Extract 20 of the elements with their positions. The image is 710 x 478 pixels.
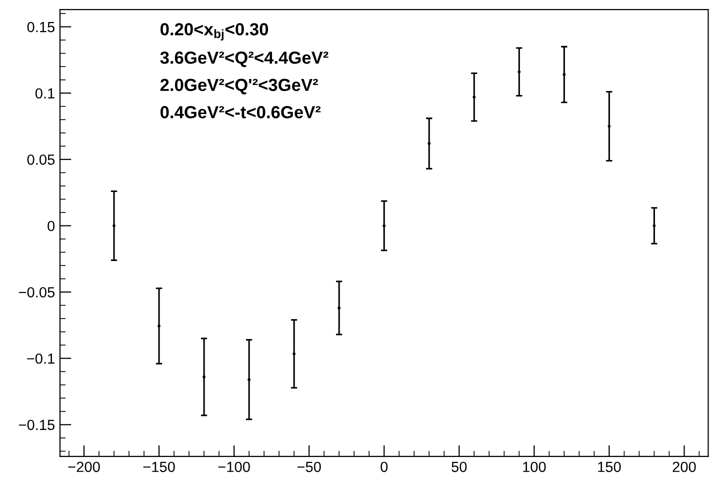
annotation: 3.6GeV²<Q²<4.4GeV² — [160, 52, 328, 68]
x-tick-label: 150 — [598, 462, 621, 472]
annotation: 2.0GeV²<Q'²<3GeV² — [160, 78, 318, 94]
y-tick-label: −0.15 — [18, 420, 55, 430]
x-tick-label: 50 — [452, 462, 467, 472]
x-tick-label: −50 — [297, 462, 321, 472]
x-tick-label: −100 — [218, 462, 250, 472]
y-tick-label: 0.15 — [27, 22, 55, 32]
y-tick-label: −0.05 — [18, 287, 55, 298]
y-tick-label: −0.1 — [27, 353, 54, 364]
y-tick-label: 0.05 — [27, 154, 55, 165]
annotation: 0.20<x$_{bj}$<0.30 — [160, 23, 268, 41]
x-tick-label: 200 — [672, 462, 696, 472]
x-tick-label: 100 — [523, 462, 546, 472]
x-tick-label: −150 — [143, 462, 175, 472]
x-tick-label: 0 — [380, 462, 388, 472]
y-tick-label: 0.1 — [35, 88, 54, 99]
annotation: 0.4GeV²<-t<0.6GeV² — [160, 106, 321, 118]
y-tick-label: 0 — [48, 220, 55, 232]
x-tick-label: −200 — [68, 462, 100, 472]
